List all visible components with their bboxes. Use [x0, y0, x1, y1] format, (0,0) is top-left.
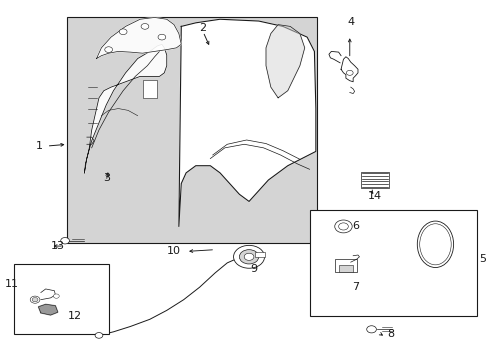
Text: 9: 9	[250, 264, 257, 274]
Text: 12: 12	[67, 311, 81, 321]
Bar	[14, 264, 108, 334]
Polygon shape	[179, 19, 315, 226]
Text: 8: 8	[386, 329, 393, 339]
Text: 6: 6	[351, 221, 358, 231]
Circle shape	[338, 223, 347, 230]
Bar	[335, 259, 356, 272]
Circle shape	[244, 253, 253, 260]
Circle shape	[104, 47, 112, 53]
Bar	[338, 265, 352, 272]
Circle shape	[95, 333, 102, 338]
Text: 5: 5	[478, 253, 485, 264]
Circle shape	[30, 296, 40, 303]
Circle shape	[32, 297, 38, 302]
Polygon shape	[84, 44, 166, 173]
Text: 11: 11	[5, 279, 19, 289]
Polygon shape	[39, 304, 58, 315]
Bar	[142, 80, 157, 98]
Text: 4: 4	[346, 17, 354, 27]
Circle shape	[233, 246, 264, 268]
Circle shape	[346, 70, 352, 75]
Bar	[67, 18, 316, 243]
Bar	[309, 210, 476, 316]
Text: 1: 1	[36, 141, 43, 151]
Circle shape	[61, 238, 69, 244]
Circle shape	[334, 220, 351, 233]
Circle shape	[158, 34, 165, 40]
Text: 10: 10	[167, 247, 181, 256]
Polygon shape	[96, 18, 181, 59]
Circle shape	[119, 29, 127, 35]
Text: 3: 3	[102, 173, 109, 183]
Text: 2: 2	[199, 23, 206, 33]
Text: 7: 7	[351, 282, 358, 292]
Bar	[360, 172, 388, 188]
Circle shape	[53, 294, 59, 298]
Ellipse shape	[419, 224, 450, 265]
Circle shape	[141, 23, 148, 29]
Bar	[254, 252, 264, 257]
Polygon shape	[265, 24, 304, 98]
Text: 13: 13	[50, 241, 64, 251]
Text: 14: 14	[367, 191, 381, 201]
Circle shape	[366, 326, 376, 333]
Ellipse shape	[416, 221, 453, 267]
Circle shape	[239, 249, 258, 264]
